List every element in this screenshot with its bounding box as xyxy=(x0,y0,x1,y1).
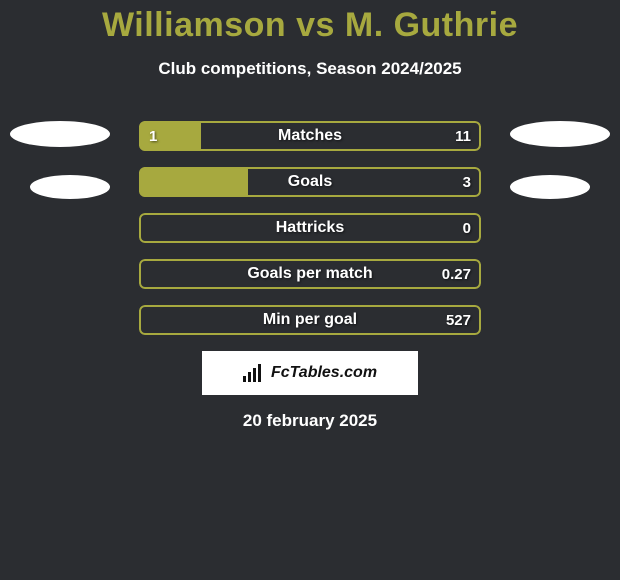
stat-border xyxy=(139,167,481,197)
stat-row: Min per goal527 xyxy=(139,305,481,335)
snapshot-date: 20 february 2025 xyxy=(0,411,620,431)
page-subtitle: Club competitions, Season 2024/2025 xyxy=(0,59,620,79)
stat-border xyxy=(139,213,481,243)
comparison-infographic: Williamson vs M. Guthrie Club competitio… xyxy=(0,0,620,580)
stat-border xyxy=(139,121,481,151)
page-title: Williamson vs M. Guthrie xyxy=(0,0,620,45)
player-right-club-avatar xyxy=(510,175,590,199)
comparison-body: Matches111 Goals3 Hattricks0 Goals per matc… xyxy=(0,121,620,335)
stat-border xyxy=(139,259,481,289)
stat-border xyxy=(139,305,481,335)
source-logo: FcTables.com xyxy=(202,351,418,395)
stat-row: Matches111 xyxy=(139,121,481,151)
source-logo-text: FcTables.com xyxy=(271,364,377,382)
bar-chart-icon xyxy=(243,364,265,382)
stat-row: Goals per match0.27 xyxy=(139,259,481,289)
stat-row: Goals3 xyxy=(139,167,481,197)
player-left-avatar xyxy=(10,121,110,147)
stat-row: Hattricks0 xyxy=(139,213,481,243)
stat-bars: Matches111 Goals3 Hattricks0 Goals per matc… xyxy=(139,121,481,335)
player-left-club-avatar xyxy=(30,175,110,199)
player-right-avatar xyxy=(510,121,610,147)
